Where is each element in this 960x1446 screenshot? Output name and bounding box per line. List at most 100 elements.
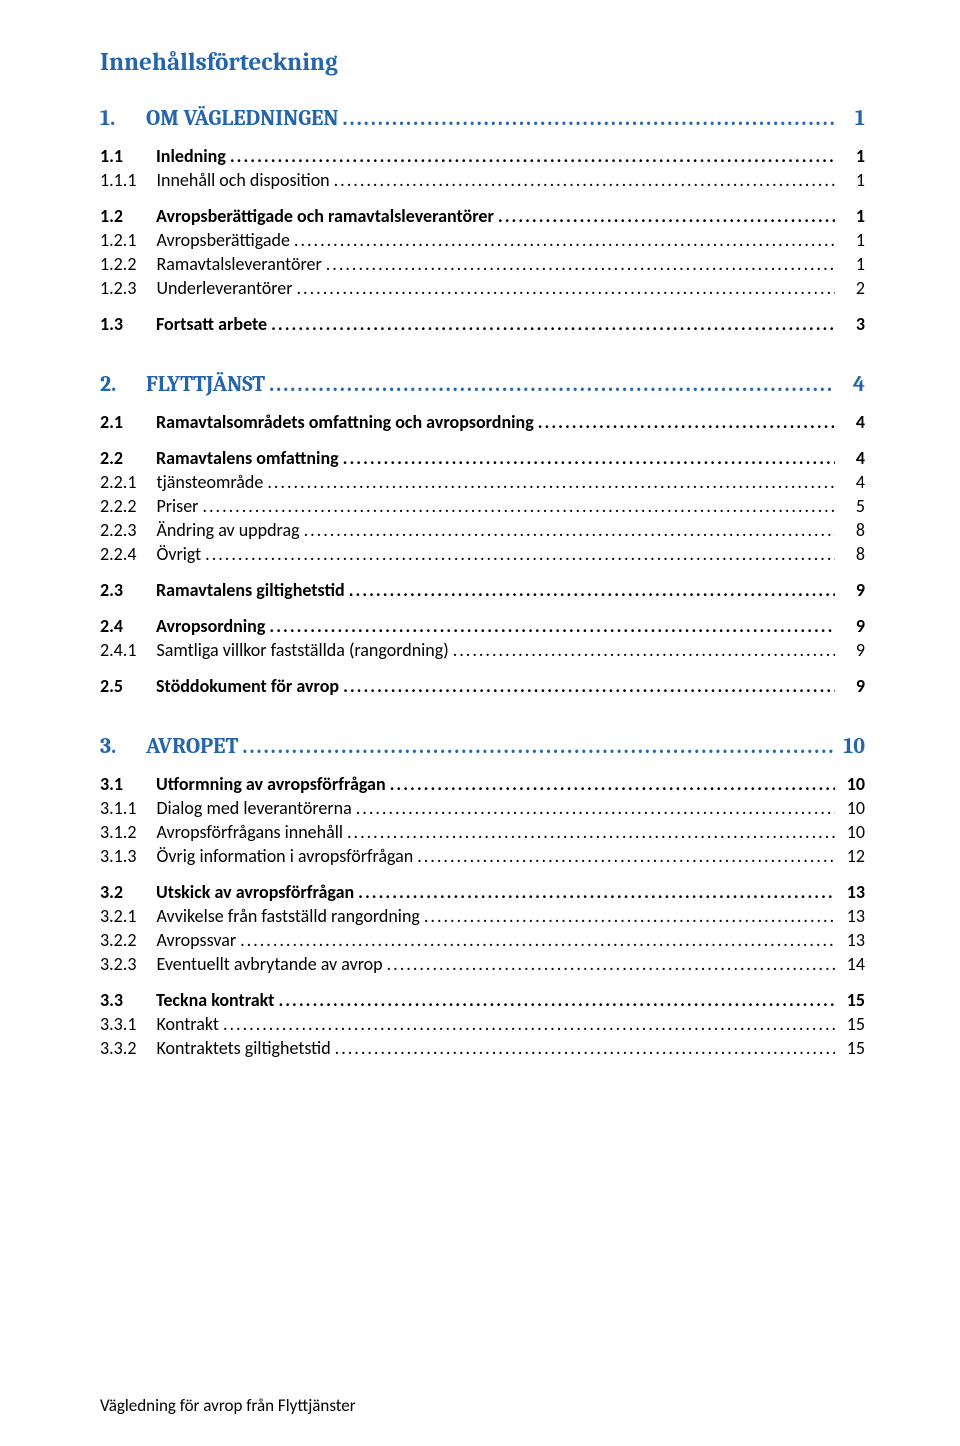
toc-entry-num: 1.3: [100, 313, 156, 335]
toc-heading-text: OM VÄGLEDNINGEN: [146, 105, 338, 131]
toc-entry-text: Ramavtalens omfattning: [156, 447, 339, 469]
toc-leader: [242, 733, 835, 759]
toc-entry-num: 3.1.3: [100, 845, 156, 867]
toc-entry-page: 1: [839, 145, 865, 167]
toc-entry-page: 1: [839, 253, 865, 275]
toc-leader: [498, 205, 835, 227]
toc-entry-page: 15: [839, 1037, 865, 1059]
toc-entry-page: 9: [839, 639, 865, 661]
toc-entry-num: 3.2.3: [100, 953, 156, 975]
toc-entry-level2: 3.1.3Övrig information i avropsförfrågan…: [100, 845, 865, 867]
toc-leader: [304, 519, 835, 541]
toc-entry-page: 2: [839, 277, 865, 299]
toc-entry-level2: 2.4.1Samtliga villkor fastställda (rango…: [100, 639, 865, 661]
toc-entry-num: 1.2.3: [100, 277, 156, 299]
toc-entry-text: Priser: [156, 495, 198, 517]
toc-entry-num: 2.3: [100, 579, 156, 601]
toc-leader: [453, 639, 835, 661]
toc-entry-page: 10: [839, 773, 865, 795]
toc-leader: [347, 821, 835, 843]
toc-entry-text: Övrigt: [156, 543, 201, 565]
toc-entry-level1: 2.5Stöddokument för avrop9: [100, 675, 865, 697]
toc-entry-num: 1.2.1: [100, 229, 156, 251]
toc-entry-text: Övrig information i avropsförfrågan: [156, 845, 413, 867]
toc-heading-page: 10: [839, 733, 865, 759]
toc-entry-level2: 1.2.3Underleverantörer2: [100, 277, 865, 299]
toc-heading-page: 1: [839, 105, 865, 131]
toc-entry-level2: 3.2.2Avropssvar13: [100, 929, 865, 951]
toc-entry-text: Teckna kontrakt: [156, 989, 274, 1011]
toc-leader: [297, 277, 835, 299]
toc-entry-page: 8: [839, 519, 865, 541]
toc-entry-level2: 1.2.1Avropsberättigade1: [100, 229, 865, 251]
toc-entry-text: Fortsatt arbete: [156, 313, 267, 335]
toc-leader: [358, 881, 835, 903]
toc-entry-page: 14: [839, 953, 865, 975]
toc-entry-level2: 3.1.1Dialog med leverantörerna10: [100, 797, 865, 819]
toc-entry-level2: 3.3.2Kontraktets giltighetstid15: [100, 1037, 865, 1059]
toc-entry-text: Kontraktets giltighetstid: [156, 1037, 330, 1059]
toc-heading-num: 2.: [100, 371, 146, 397]
toc-entry-page: 9: [839, 579, 865, 601]
toc-entry-text: Ramavtalsområdets omfattning och avropso…: [156, 411, 534, 433]
toc-title: Innehållsförteckning: [100, 48, 865, 77]
toc-entry-num: 3.2: [100, 881, 156, 903]
toc-entry-text: Inledning: [156, 145, 226, 167]
toc-entry-page: 15: [839, 989, 865, 1011]
toc-leader: [294, 229, 835, 251]
toc-heading-row: 3.AVROPET10: [100, 733, 865, 759]
toc-entry-num: 2.2: [100, 447, 156, 469]
toc-entry-page: 5: [839, 495, 865, 517]
toc-entry-page: 10: [839, 821, 865, 843]
toc-entry-num: 2.4.1: [100, 639, 156, 661]
toc-entry-num: 3.1: [100, 773, 156, 795]
toc-leader: [335, 1037, 835, 1059]
toc-entry-num: 2.5: [100, 675, 156, 697]
toc-entry-text: Avropsförfrågans innehåll: [156, 821, 343, 843]
toc-entry-text: Innehåll och disposition: [156, 169, 329, 191]
toc-entry-num: 2.2.2: [100, 495, 156, 517]
toc-leader: [202, 495, 835, 517]
toc-leader: [269, 371, 835, 397]
toc-leader: [334, 169, 835, 191]
toc-entry-level1: 3.3Teckna kontrakt15: [100, 989, 865, 1011]
toc-entry-level2: 1.1.1Innehåll och disposition1: [100, 169, 865, 191]
toc-entry-level1: 3.2Utskick av avropsförfrågan13: [100, 881, 865, 903]
toc-leader: [269, 615, 835, 637]
toc-entry-num: 1.1: [100, 145, 156, 167]
toc-entry-text: Utformning av avropsförfrågan: [156, 773, 386, 795]
toc-leader: [356, 797, 835, 819]
toc-leader: [230, 145, 835, 167]
toc-entry-text: Dialog med leverantörerna: [156, 797, 351, 819]
toc-entry-level1: 3.1Utformning av avropsförfrågan 10: [100, 773, 865, 795]
toc-entry-num: 1.2.2: [100, 253, 156, 275]
toc-entry-text: Kontrakt: [156, 1013, 219, 1035]
toc-entry-page: 1: [839, 229, 865, 251]
toc-entry-num: 1.1.1: [100, 169, 156, 191]
toc-entry-page: 12: [839, 845, 865, 867]
toc-entry-level1: 2.3Ramavtalens giltighetstid9: [100, 579, 865, 601]
toc-entry-num: 3.2.1: [100, 905, 156, 927]
toc-entry-num: 2.4: [100, 615, 156, 637]
toc-leader: [326, 253, 835, 275]
toc-container: 1.OM VÄGLEDNINGEN11.1Inledning11.1.1Inne…: [100, 105, 865, 1059]
toc-entry-page: 4: [839, 411, 865, 433]
toc-entry-num: 3.1.2: [100, 821, 156, 843]
toc-entry-text: Avropssvar: [156, 929, 236, 951]
toc-leader: [390, 773, 835, 795]
toc-entry-page: 15: [839, 1013, 865, 1035]
toc-leader: [343, 675, 835, 697]
toc-entry-page: 8: [839, 543, 865, 565]
toc-entry-level2: 2.2.4Övrigt8: [100, 543, 865, 565]
toc-entry-level1: 2.2Ramavtalens omfattning4: [100, 447, 865, 469]
toc-leader: [240, 929, 835, 951]
toc-leader: [205, 543, 835, 565]
toc-entry-num: 2.2.3: [100, 519, 156, 541]
toc-entry-page: 13: [839, 881, 865, 903]
toc-entry-text: Avropsordning: [156, 615, 265, 637]
toc-entry-page: 13: [839, 905, 865, 927]
toc-leader: [271, 313, 835, 335]
toc-entry-level2: 3.3.1Kontrakt15: [100, 1013, 865, 1035]
toc-entry-page: 13: [839, 929, 865, 951]
toc-heading-text: FLYTTJÄNST: [146, 371, 265, 397]
